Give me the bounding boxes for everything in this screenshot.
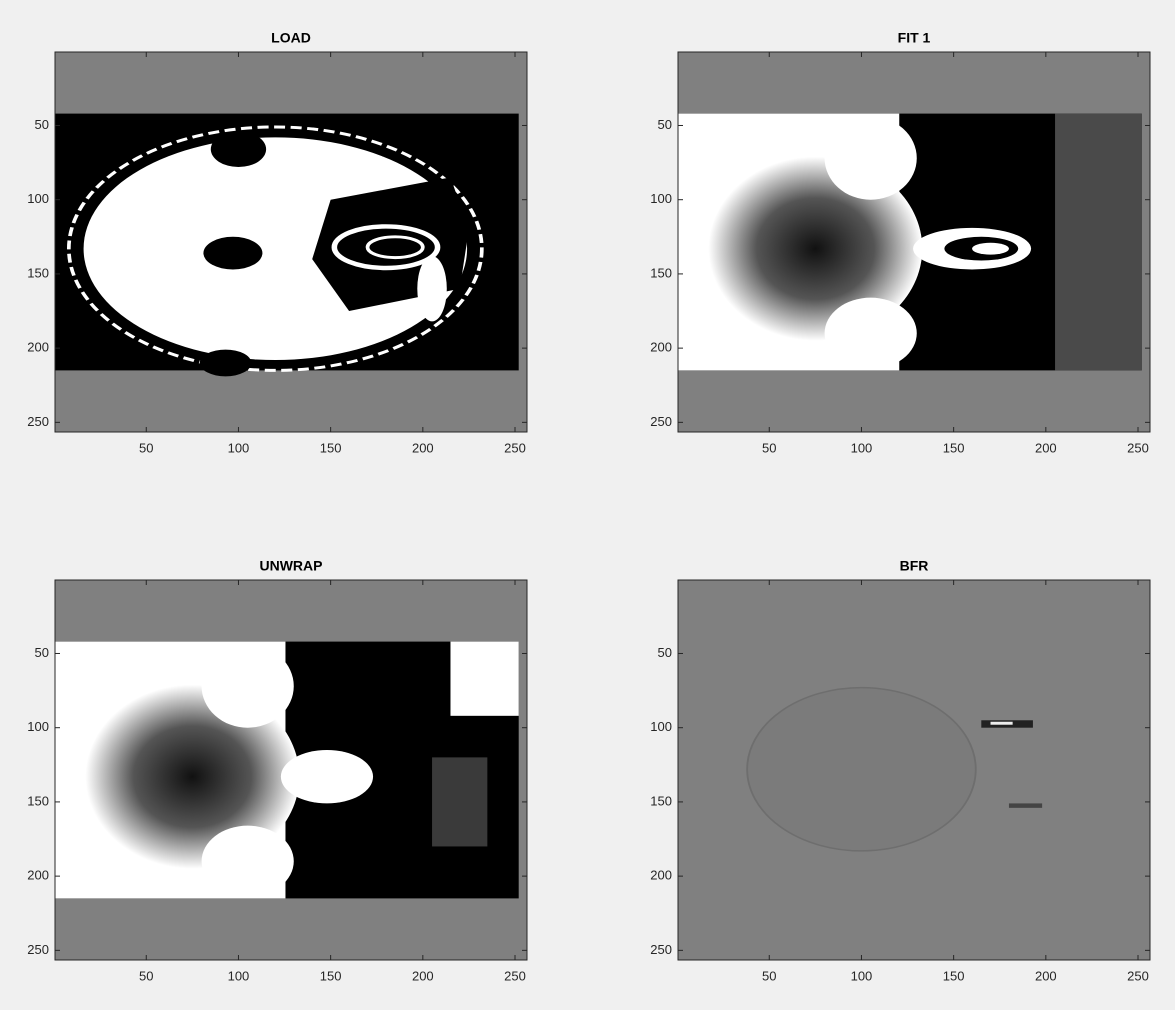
x-tick-label: 250 <box>1127 440 1149 455</box>
axes-title: LOAD <box>271 30 311 46</box>
image-unwrap <box>54 579 528 960</box>
axes-title: BFR <box>900 558 929 574</box>
y-tick-label: 150 <box>27 265 49 280</box>
x-tick-label: 200 <box>1035 440 1057 455</box>
x-tick-label: 150 <box>320 440 342 455</box>
image-fit <box>677 51 1151 432</box>
y-tick-label: 100 <box>650 191 672 206</box>
axes-title: FIT 1 <box>898 30 931 46</box>
x-tick-label: 250 <box>504 440 526 455</box>
x-tick-label: 150 <box>320 968 342 983</box>
y-tick-label: 200 <box>27 868 49 883</box>
y-tick-label: 50 <box>35 645 49 660</box>
figure: LOAD 50 100 150 200 250 50 100 150 200 250 FIT 1 50 1… <box>0 0 1175 1010</box>
x-tick-label: 150 <box>943 968 965 983</box>
y-tick-label: 250 <box>650 414 672 429</box>
x-tick-label: 50 <box>139 968 153 983</box>
x-tick-label: 100 <box>228 968 250 983</box>
y-tick-label: 250 <box>650 942 672 957</box>
x-tick-label: 50 <box>139 440 153 455</box>
y-tick-label: 50 <box>35 117 49 132</box>
y-tick-label: 250 <box>27 414 49 429</box>
x-tick-label: 250 <box>1127 968 1149 983</box>
y-tick-label: 50 <box>658 645 672 660</box>
y-tick-label: 150 <box>27 793 49 808</box>
y-tick-label: 200 <box>650 340 672 355</box>
y-tick-label: 50 <box>658 117 672 132</box>
x-tick-label: 250 <box>504 968 526 983</box>
image-load <box>54 51 528 432</box>
y-tick-label: 150 <box>650 793 672 808</box>
x-tick-label: 200 <box>1035 968 1057 983</box>
x-tick-label: 100 <box>851 968 873 983</box>
x-tick-label: 50 <box>762 440 776 455</box>
y-tick-label: 100 <box>27 719 49 734</box>
x-tick-label: 150 <box>943 440 965 455</box>
axes-title: UNWRAP <box>260 558 323 574</box>
x-tick-label: 200 <box>412 440 434 455</box>
y-tick-label: 100 <box>27 191 49 206</box>
x-tick-label: 100 <box>851 440 873 455</box>
y-tick-label: 200 <box>27 340 49 355</box>
page: {"chart_data": [ {"type": "image", "titl… <box>0 0 1175 1010</box>
x-tick-label: 100 <box>228 440 250 455</box>
y-tick-label: 150 <box>650 265 672 280</box>
x-tick-label: 50 <box>762 968 776 983</box>
image-bfr <box>677 579 1151 960</box>
y-tick-label: 200 <box>650 868 672 883</box>
y-tick-label: 100 <box>650 719 672 734</box>
x-tick-label: 200 <box>412 968 434 983</box>
y-tick-label: 250 <box>27 942 49 957</box>
